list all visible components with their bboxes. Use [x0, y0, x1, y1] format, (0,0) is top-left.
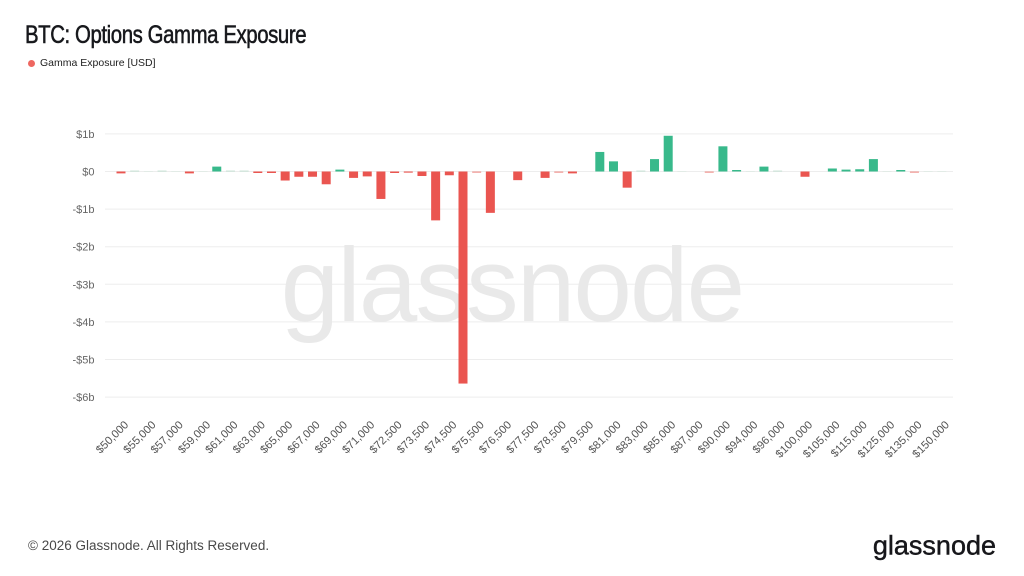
svg-text:-$1b: -$1b: [72, 204, 94, 216]
svg-text:glassnode: glassnode: [873, 531, 996, 561]
svg-text:$0: $0: [82, 167, 94, 179]
svg-text:-$4b: -$4b: [72, 317, 94, 329]
svg-text:-$3b: -$3b: [72, 279, 94, 291]
svg-text:-$2b: -$2b: [72, 242, 94, 254]
svg-text:$1b: $1b: [76, 129, 94, 141]
svg-text:-$5b: -$5b: [72, 355, 94, 367]
svg-text:-$6b: -$6b: [72, 392, 94, 404]
svg-text:glassnode: glassnode: [281, 227, 744, 344]
